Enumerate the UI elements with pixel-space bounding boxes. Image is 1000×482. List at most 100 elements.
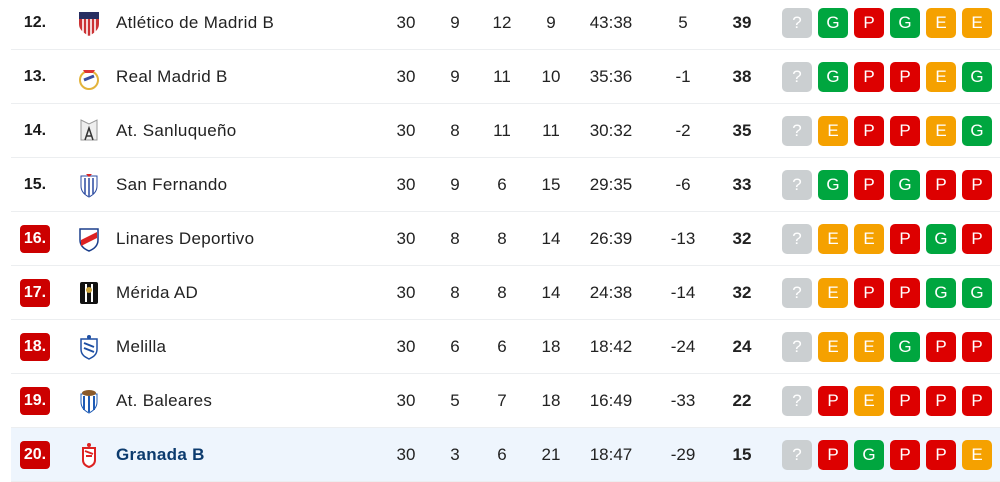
form-badge[interactable]: ? [782,62,812,92]
form-badge[interactable]: P [854,170,884,200]
diff-cell: -33 [670,391,696,410]
baleares-crest-icon [80,390,98,414]
form-badge[interactable]: G [926,224,956,254]
form-badge[interactable]: P [962,386,992,416]
form-badge[interactable]: ? [782,386,812,416]
table-row[interactable]: 19. At. Baleares 30 5 7 18 16:49 -33 22? P E P P P [11,374,1000,428]
form-badge[interactable]: E [818,224,848,254]
form-badge[interactable]: E [926,62,956,92]
played-cell: 30 [396,445,416,464]
team-name[interactable]: At. Sanluqueño [116,121,237,140]
team-name[interactable]: Melilla [116,337,167,356]
table-row[interactable]: 16. Linares Deportivo 30 8 8 14 26:39 -13 32? E E P… [11,212,1000,266]
form-badge[interactable]: G [818,8,848,38]
goals-cell: 18:42 [589,337,633,356]
points-cell: 35 [732,121,752,140]
team-name[interactable]: Linares Deportivo [116,229,255,248]
form-badge[interactable]: P [962,170,992,200]
granada-crest-icon [82,443,96,468]
form-badge[interactable]: G [962,62,992,92]
form-badge[interactable]: G [890,170,920,200]
real-madrid-crest-icon [79,70,99,90]
form-badge[interactable]: G [890,8,920,38]
form-badge[interactable]: E [818,278,848,308]
form-badge[interactable]: P [890,116,920,146]
table-row[interactable]: 13. Real Madrid B 30 9 11 10 35:36 -1 38? G P P E G [11,50,1000,104]
played-cell: 30 [396,13,416,32]
rank: 15. [23,176,47,193]
form-badge[interactable]: P [926,386,956,416]
played-cell: 30 [396,337,416,356]
form-badge[interactable]: P [890,62,920,92]
form-badge[interactable]: G [818,62,848,92]
form-badge[interactable]: P [926,332,956,362]
diff-cell: -1 [675,67,691,86]
goals-cell: 24:38 [589,283,633,302]
diff-cell: 5 [678,13,688,32]
drawn-cell: 6 [497,175,507,194]
form-badge[interactable]: ? [782,332,812,362]
form-badge[interactable]: ? [782,278,812,308]
table-row[interactable]: 20. Granada B 30 3 6 21 18:47 -29 15? P G P P E [11,428,1000,482]
goals-cell: 35:36 [589,67,633,86]
rank: 17. [20,279,50,307]
form-badge[interactable]: ? [782,224,812,254]
form-list: ? E E G P P [782,332,992,362]
form-badge[interactable]: ? [782,170,812,200]
form-badge[interactable]: E [926,8,956,38]
form-badge[interactable]: E [854,224,884,254]
drawn-cell: 12 [492,13,512,32]
form-list: ? E E P G P [782,224,992,254]
won-cell: 8 [450,229,460,248]
form-badge[interactable]: P [962,332,992,362]
table-row[interactable]: 17. Mérida AD 30 8 8 14 24:38 -14 32? E P P G G [11,266,1000,320]
form-badge[interactable]: G [818,170,848,200]
form-badge[interactable]: ? [782,8,812,38]
form-badge[interactable]: G [962,116,992,146]
form-badge[interactable]: G [854,440,884,470]
form-badge[interactable]: E [854,332,884,362]
form-badge[interactable]: P [890,278,920,308]
team-name[interactable]: At. Baleares [116,391,213,410]
form-badge[interactable]: P [854,278,884,308]
form-badge[interactable]: E [926,116,956,146]
form-badge[interactable]: P [818,440,848,470]
team-name[interactable]: Atlético de Madrid B [116,13,275,32]
form-badge[interactable]: P [854,8,884,38]
form-badge[interactable]: P [962,224,992,254]
form-badge[interactable]: E [854,386,884,416]
points-cell: 32 [732,229,752,248]
diff-cell: -2 [675,121,691,140]
form-badge[interactable]: G [890,332,920,362]
table-row[interactable]: 14. At. Sanluqueño 30 8 11 11 30:32 -2 35? E P P E G [11,104,1000,158]
table-row[interactable]: 12. Atlético de Madrid B 30 9 12 9 43:38 5 39? G P… [11,0,1000,50]
form-badge[interactable]: E [818,332,848,362]
team-name[interactable]: San Fernando [116,175,228,194]
form-badge[interactable]: P [854,116,884,146]
form-badge[interactable]: G [926,278,956,308]
rank: 19. [20,387,50,415]
form-badge[interactable]: P [854,62,884,92]
diff-cell: -24 [670,337,696,356]
form-badge[interactable]: ? [782,440,812,470]
form-badge[interactable]: E [962,440,992,470]
team-name[interactable]: Real Madrid B [116,67,228,86]
table-row[interactable]: 15. San Fernando 30 9 6 15 29:35 -6 33? G P G P P [11,158,1000,212]
form-badge[interactable]: P [926,440,956,470]
form-badge[interactable]: E [962,8,992,38]
form-badge[interactable]: P [818,386,848,416]
team-name[interactable]: Granada B [116,445,205,464]
table-row[interactable]: 18. Melilla 30 6 6 18 18:42 -24 24? E E G P P [11,320,1000,374]
form-badge[interactable]: G [962,278,992,308]
form-badge[interactable]: P [926,170,956,200]
form-badge[interactable]: P [890,386,920,416]
form-badge[interactable]: P [890,440,920,470]
form-badge[interactable]: ? [782,116,812,146]
won-cell: 3 [450,445,460,464]
form-badge[interactable]: P [890,224,920,254]
points-cell: 15 [732,445,752,464]
form-badge[interactable]: E [818,116,848,146]
team-name[interactable]: Mérida AD [116,283,199,302]
won-cell: 9 [450,175,460,194]
